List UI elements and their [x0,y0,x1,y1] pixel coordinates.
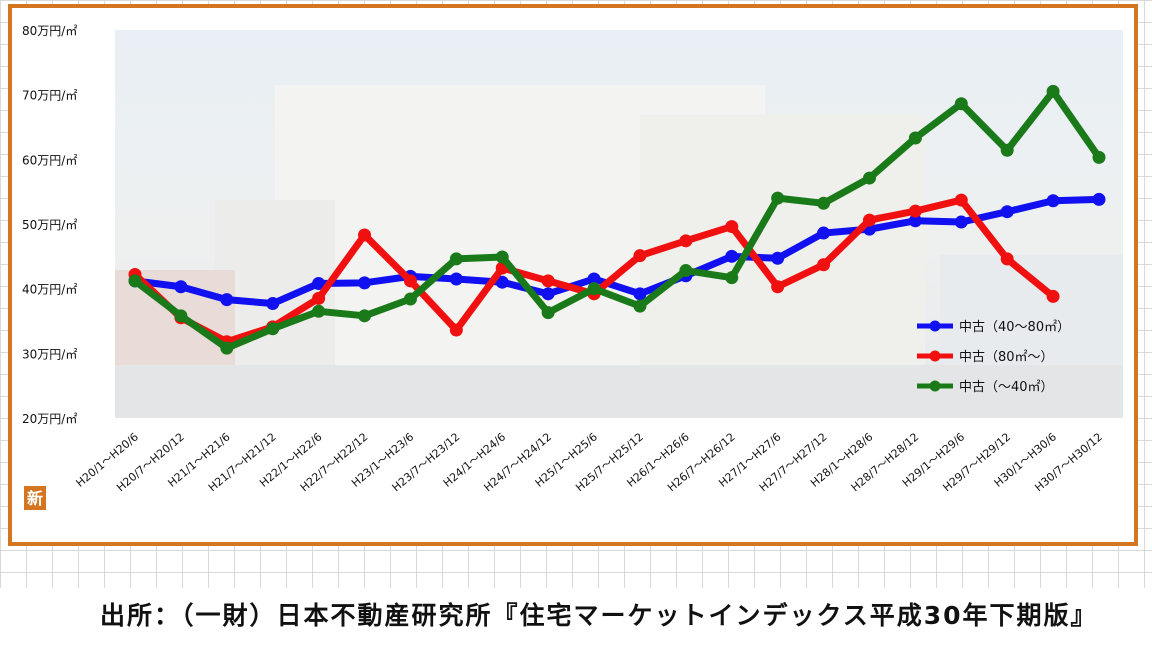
y-tick-label: 30万円/㎡ [22,347,77,361]
data-point [1046,289,1060,303]
data-point [220,341,234,355]
data-point [679,234,693,248]
data-point [128,274,142,288]
legend-label: 中古（40～80㎡） [959,320,1070,335]
data-point [862,213,876,227]
data-point [1000,143,1014,157]
y-tick-label: 60万円/㎡ [22,153,77,167]
data-point [1046,194,1060,208]
data-point [358,228,372,242]
data-point [1000,252,1014,266]
y-tick-label: 20万円/㎡ [22,412,77,426]
data-point [954,97,968,111]
y-tick-label: 80万円/㎡ [22,24,77,38]
series-line [131,195,1103,308]
data-point [220,293,234,307]
legend-marker [929,320,941,332]
data-point [862,171,876,185]
data-point [495,250,509,264]
data-point [449,272,463,286]
series-line [131,87,1103,352]
data-point [771,251,785,265]
data-point [817,226,831,240]
data-point [1092,192,1106,206]
data-point [541,274,555,288]
legend-label: 中古（80㎡～） [959,350,1054,365]
svg-text:新: 新 [27,489,43,508]
legend: 中古（40～80㎡） 中古（80㎡～） 中古（～40㎡） [917,320,1070,395]
data-point [771,280,785,294]
data-point [725,220,739,234]
data-point [312,304,326,318]
data-point [1046,84,1060,98]
background-photo [115,30,1123,418]
data-point [725,271,739,285]
y-tick-label: 40万円/㎡ [22,283,77,297]
data-point [908,214,922,228]
legend-marker [929,380,941,392]
data-point [266,297,280,311]
data-point [587,272,601,286]
data-point [312,291,326,305]
data-point [679,264,693,278]
data-point [771,191,785,205]
data-point [541,287,555,301]
series-2 [128,84,1106,355]
data-point [358,276,372,290]
data-point [633,287,647,301]
data-point [174,280,188,294]
data-point [817,196,831,210]
data-point [908,204,922,218]
data-point [1000,205,1014,219]
data-point [954,193,968,207]
source-area [0,588,1152,648]
data-point [541,306,555,320]
data-point [908,131,922,145]
data-point [633,249,647,263]
data-point [1092,150,1106,164]
data-point [495,275,509,289]
legend-label: 中古（～40㎡） [959,380,1054,395]
data-point [266,322,280,336]
data-point [403,292,417,306]
data-point [403,274,417,288]
data-point [358,309,372,323]
data-point [954,215,968,229]
source-caption: 出所：（一財）日本不動産研究所『住宅マーケットインデックス平成30年下期版』 [100,601,1098,630]
data-point [449,323,463,337]
new-badge: 新 [24,486,46,510]
data-point [449,252,463,266]
y-tick-label: 50万円/㎡ [22,218,77,232]
data-point [312,276,326,290]
data-point [817,258,831,272]
data-point [174,309,188,323]
data-point [587,282,601,296]
y-tick-label: 70万円/㎡ [22,89,77,103]
data-point [633,299,647,313]
legend-marker [929,350,941,362]
data-point [725,249,739,263]
